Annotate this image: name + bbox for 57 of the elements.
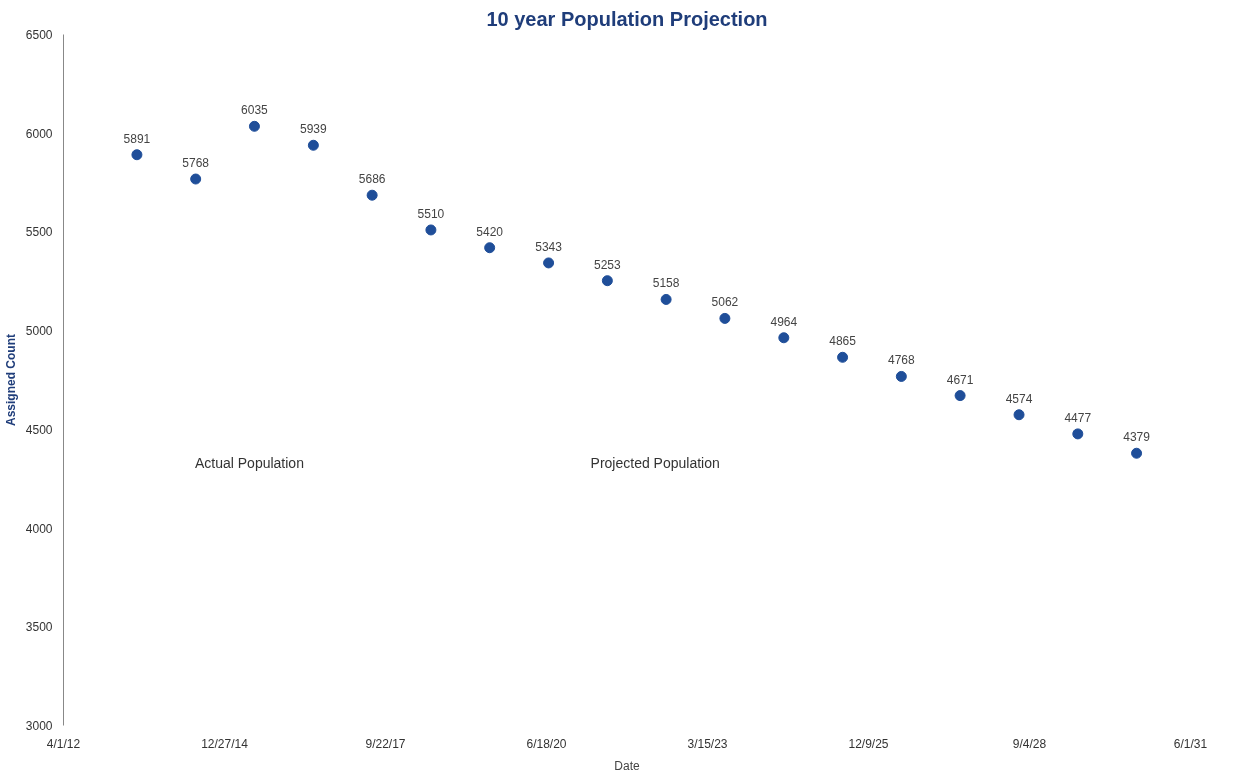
- data-label: 5768: [182, 156, 210, 171]
- point: [543, 257, 555, 269]
- y-tick-label: 5500: [25, 225, 53, 240]
- point: [425, 224, 437, 236]
- point: [601, 275, 613, 287]
- x-tick-label: 9/4/28: [1012, 736, 1047, 751]
- y-tick-label: 6500: [25, 28, 53, 42]
- y-tick-label: 5000: [25, 324, 53, 339]
- data-label: 5158: [652, 276, 680, 291]
- point: [895, 370, 907, 382]
- x-tick-label: 9/22/17: [365, 736, 406, 751]
- data-label: 4477: [1064, 410, 1092, 425]
- data-label: 4865: [829, 334, 857, 349]
- point: [307, 139, 319, 151]
- y-tick-label: 3500: [25, 620, 53, 635]
- point: [190, 173, 202, 185]
- x-tick-label: 12/9/25: [848, 736, 889, 751]
- data-label: 5686: [358, 172, 386, 187]
- data-label: 5343: [535, 239, 563, 254]
- data-label: 4574: [1005, 391, 1033, 406]
- x-tick-label: 6/1/31: [1173, 736, 1208, 751]
- point: [1072, 428, 1084, 440]
- x-tick-label: 12/27/14: [201, 736, 249, 751]
- y-tick-label: 6000: [25, 126, 53, 141]
- x-axis-title: Date: [614, 758, 640, 773]
- point: [719, 312, 731, 324]
- data-label: 4671: [946, 372, 974, 387]
- annotation: Projected Population: [590, 454, 720, 471]
- point: [366, 189, 378, 201]
- point: [484, 242, 496, 254]
- point: [248, 120, 260, 132]
- data-label: 5939: [300, 122, 328, 137]
- x-tick-label: 3/15/23: [687, 736, 728, 751]
- point: [778, 332, 790, 344]
- x-tick-label: 4/1/12: [46, 736, 81, 751]
- data-label: 5062: [711, 295, 739, 310]
- point: [1013, 409, 1025, 421]
- data-label: 5253: [594, 257, 622, 272]
- chart-title: 10 year Population Projection: [486, 7, 768, 30]
- point: [954, 390, 966, 402]
- point: [1131, 447, 1143, 459]
- y-tick-label: 3000: [25, 719, 53, 733]
- y-tick-label: 4500: [25, 422, 53, 437]
- x-tick-label: 6/18/20: [526, 736, 567, 751]
- point: [660, 293, 672, 305]
- data-label: 4379: [1123, 430, 1151, 445]
- data-label: 4964: [770, 314, 798, 329]
- point: [131, 149, 143, 161]
- data-label: 5891: [123, 131, 151, 146]
- data-label: 5420: [476, 224, 504, 239]
- point: [837, 351, 849, 363]
- data-label: 6035: [241, 103, 269, 118]
- y-axis-title: Assigned Count: [3, 334, 18, 426]
- annotation: Actual Population: [194, 454, 304, 471]
- y-tick-label: 4000: [25, 521, 53, 536]
- data-label: 4768: [888, 353, 916, 368]
- data-label: 5510: [417, 206, 445, 221]
